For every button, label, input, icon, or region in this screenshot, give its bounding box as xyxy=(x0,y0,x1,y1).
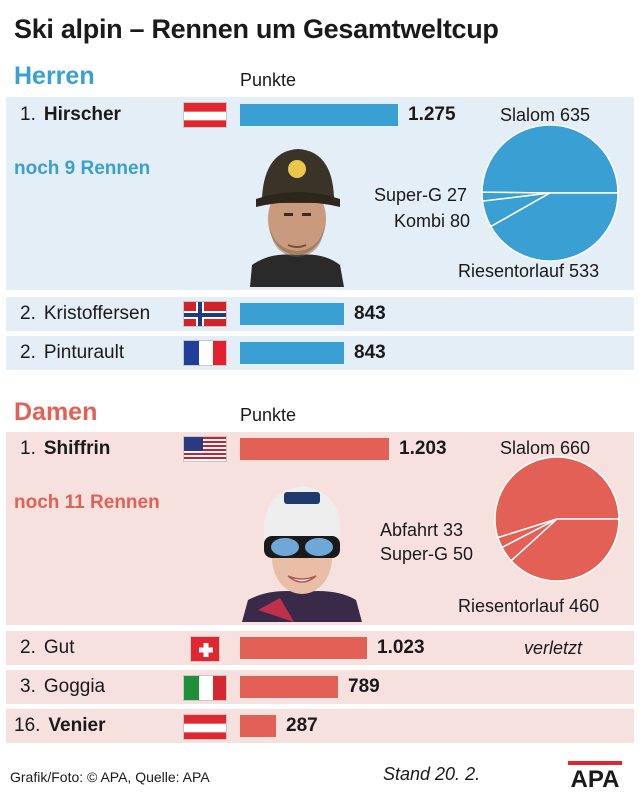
austria-flag-icon xyxy=(183,102,227,128)
bar-gut xyxy=(240,637,367,659)
damen-punkte-heading: Punkte xyxy=(240,405,297,425)
bar-shiffrin xyxy=(240,438,389,460)
bar-hirscher xyxy=(240,104,398,126)
norway-flag-icon xyxy=(183,301,227,327)
herren-pie-label-slalom: Slalom 635 xyxy=(500,105,591,125)
herren-row-2-label: 2. Kristoffersen xyxy=(20,303,150,325)
rank-label: 2. xyxy=(20,342,36,363)
injury-note: verletzt xyxy=(524,638,583,658)
france-flag-icon xyxy=(183,340,227,366)
shiffrin-photo xyxy=(240,470,364,622)
athlete-name: Goggia xyxy=(43,676,106,697)
herren-row-3-label: 2. Pinturault xyxy=(20,342,124,364)
switzerland-flag-icon xyxy=(190,636,220,662)
value-label: 287 xyxy=(286,715,318,736)
herren-pie-chart xyxy=(481,124,619,262)
damen-pie-label-slalom: Slalom 660 xyxy=(500,438,591,458)
apa-logo: APA xyxy=(562,760,628,793)
damen-heading: Damen xyxy=(14,398,98,426)
athlete-name: Hirscher xyxy=(43,104,121,125)
pie-slice-riesentorlauf xyxy=(510,518,620,582)
herren-pie-label-superg: Super-G 27 xyxy=(374,185,468,205)
damen-pie-chart xyxy=(494,456,620,582)
athlete-name: Venier xyxy=(48,715,106,736)
damen-row-4-label: 16. Venier xyxy=(14,715,105,737)
chart-title: Ski alpin – Rennen um Gesamtweltcup xyxy=(14,14,499,44)
athlete-name: Gut xyxy=(43,637,75,658)
damen-row-1-label: 1. Shiffrin xyxy=(20,438,110,460)
damen-remaining-races: noch 11 Rennen xyxy=(14,492,160,513)
damen-row-3-label: 3. Goggia xyxy=(20,676,105,698)
source-credit: Grafik/Foto: © APA, Quelle: APA xyxy=(10,769,210,785)
herren-punkte-heading: Punkte xyxy=(240,70,297,90)
value-label: 843 xyxy=(354,303,386,324)
date-stamp: Stand 20. 2. xyxy=(383,764,481,784)
rank-label: 2. xyxy=(20,637,36,658)
herren-pie-label-riesentorlauf: Riesentorlauf 533 xyxy=(458,261,600,281)
damen-pie-label-riesentorlauf: Riesentorlauf 460 xyxy=(458,596,600,616)
athlete-name: Shiffrin xyxy=(43,438,111,459)
damen-pie-label-abfahrt: Abfahrt 33 xyxy=(380,520,464,540)
pie-slice-riesentorlauf xyxy=(489,192,619,262)
rank-label: 16. xyxy=(14,715,41,736)
value-label: 1.023 xyxy=(377,637,425,658)
bar-venier xyxy=(240,715,276,737)
rank-label: 1. xyxy=(20,438,36,459)
damen-pie-label-superg: Super-G 50 xyxy=(380,544,474,564)
value-label: 1.275 xyxy=(408,104,456,125)
athlete-name: Pinturault xyxy=(43,342,125,363)
rank-label: 2. xyxy=(20,303,36,324)
usa-flag-icon xyxy=(183,436,227,462)
herren-remaining-races: noch 9 Rennen xyxy=(14,158,151,179)
pie-slice-slalom xyxy=(494,456,620,539)
damen-row-2-label: 2. Gut xyxy=(20,637,74,659)
herren-row-1-label: 1. Hirscher xyxy=(20,104,121,126)
italy-flag-icon xyxy=(183,675,227,701)
bar-pinturault xyxy=(240,342,344,364)
athlete-name: Kristoffersen xyxy=(43,303,151,324)
herren-heading: Herren xyxy=(14,62,95,90)
hirscher-photo xyxy=(240,137,352,287)
value-label: 1.203 xyxy=(399,438,447,459)
rank-label: 3. xyxy=(20,676,36,697)
rank-label: 1. xyxy=(20,104,36,125)
bar-kristoffersen xyxy=(240,303,344,325)
value-label: 843 xyxy=(354,342,386,363)
austria-flag-icon xyxy=(183,714,227,740)
pie-slice-slalom xyxy=(481,124,619,194)
apa-logo-text: APA xyxy=(571,766,620,790)
damen-row-4-panel xyxy=(6,709,634,743)
herren-pie-label-kombi: Kombi 80 xyxy=(394,211,471,231)
value-label: 789 xyxy=(348,676,380,697)
bar-goggia xyxy=(240,676,338,698)
